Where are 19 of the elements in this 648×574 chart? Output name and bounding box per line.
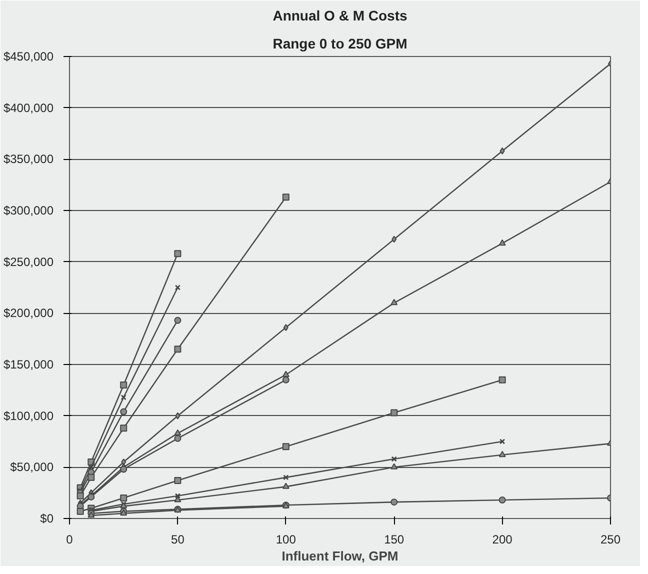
y-tick-label: $150,000 (3, 358, 54, 372)
y-tick-label: $0 (40, 512, 54, 526)
y-tick-label: $450,000 (3, 50, 54, 64)
x-axis-title: Influent Flow, GPM (282, 548, 398, 564)
x-tick-label: 200 (492, 532, 513, 546)
x-tick-label: 250 (600, 532, 621, 546)
x-tick-label: 100 (276, 532, 296, 546)
x-tick-label: 50 (171, 532, 185, 546)
y-tick-label: $400,000 (3, 100, 54, 115)
x-tick-label: 150 (384, 532, 404, 546)
y-tick-label: $300,000 (3, 204, 54, 218)
x-tick-label: 0 (66, 532, 74, 546)
chart-subtitle: Range 0 to 250 GPM (272, 36, 408, 52)
chart-title: Annual O & M Costs (272, 8, 408, 24)
y-tick-label: $250,000 (3, 254, 54, 269)
y-tick-label: $200,000 (3, 306, 54, 320)
y-tick-label: $50,000 (10, 460, 54, 474)
y-tick-label: $100,000 (3, 408, 54, 423)
y-tick-label: $350,000 (3, 152, 54, 166)
